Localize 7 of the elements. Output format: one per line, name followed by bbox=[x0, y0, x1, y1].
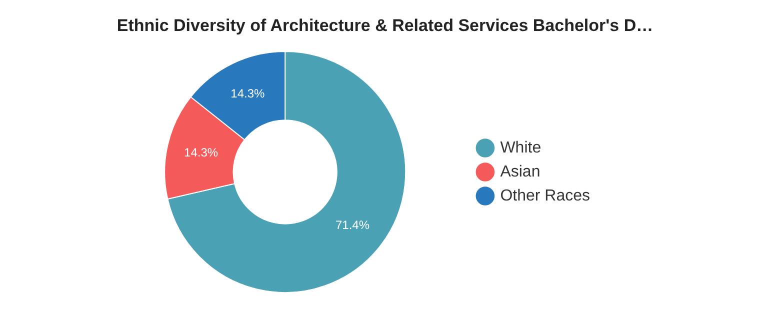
data-label: 14.3% bbox=[184, 145, 218, 160]
chart-title: Ethnic Diversity of Architecture & Related Services Bachelor's D… bbox=[116, 16, 654, 36]
data-label: 14.3% bbox=[230, 86, 266, 101]
legend-label: White bbox=[500, 139, 542, 156]
data-label: 71.4% bbox=[335, 218, 370, 232]
legend-label: Other Races bbox=[500, 187, 590, 204]
legend-label: Asian bbox=[500, 163, 540, 180]
